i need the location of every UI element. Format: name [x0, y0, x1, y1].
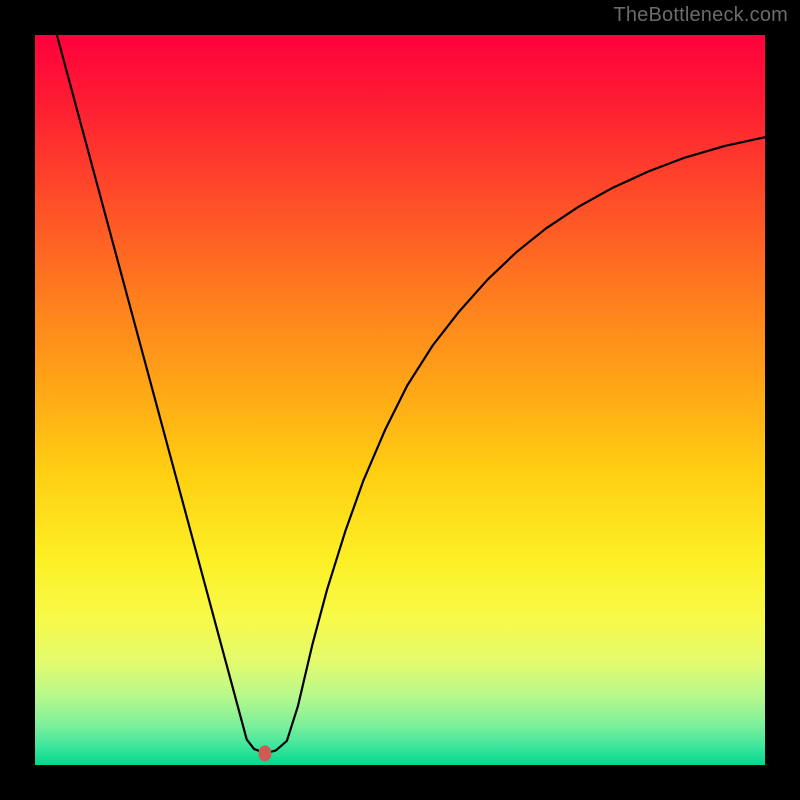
bottleneck-chart [0, 0, 800, 800]
optimal-point-marker [258, 745, 271, 761]
watermark-text: TheBottleneck.com [613, 4, 788, 27]
chart-container: TheBottleneck.com [0, 0, 800, 800]
